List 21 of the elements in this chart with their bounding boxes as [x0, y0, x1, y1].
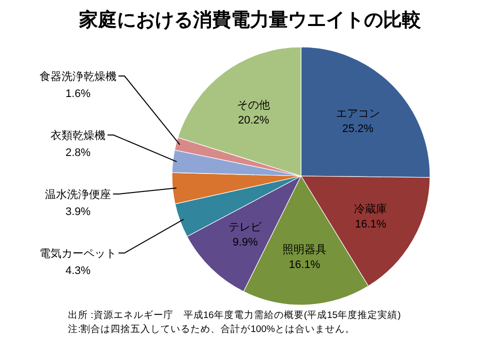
slice-label: エアコン [336, 108, 380, 120]
slice-label: 冷蔵庫 [354, 202, 388, 216]
text: 注:割合は四捨五入しているため、合計が100%とは合いません。 [68, 323, 355, 335]
data-label: 20.2% [238, 114, 270, 127]
data-label: 2.8% [65, 147, 91, 159]
chart-title: 家庭における消費電力量ウエイトの比較 [78, 9, 422, 31]
slice-label: その他 [237, 100, 270, 112]
data-label: 16.1% [354, 218, 386, 230]
slice-label: 電気カーペット [40, 248, 116, 260]
data-label: 3.9% [65, 206, 91, 218]
slice-label: 温水洗浄便座 [45, 188, 111, 201]
data-label: 1.6% [65, 88, 91, 100]
text: 出所 :資源エネルギー庁 平成16年度電力需給の概要(平成15年度推定実績) [68, 309, 401, 321]
data-label: 4.3% [65, 265, 91, 277]
slice-label: 衣類乾燥機 [50, 129, 106, 142]
data-label: 16.1% [288, 258, 320, 271]
slice-label: 照明器具 [282, 244, 327, 256]
slice-label: 食器洗浄乾燥機 [40, 70, 116, 83]
slice-label: テレビ [228, 221, 263, 234]
data-label: 9.9% [232, 236, 258, 248]
data-label: 25.2% [342, 122, 374, 135]
